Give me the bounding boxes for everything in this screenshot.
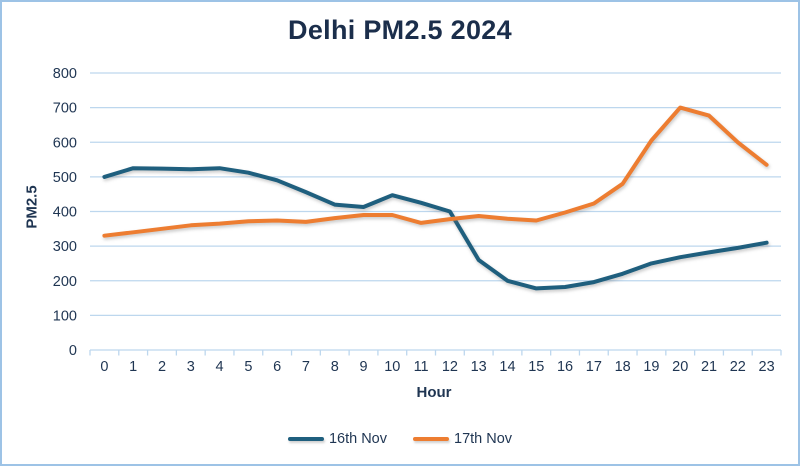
legend: 16th Nov 17th Nov [2, 431, 798, 447]
x-tick-label: 18 [615, 359, 631, 375]
legend-label-17th-nov: 17th Nov [454, 431, 513, 447]
y-tick-label: 600 [53, 135, 77, 151]
legend-item-17th-nov: 17th Nov [413, 431, 512, 447]
x-tick-label: 21 [701, 359, 717, 375]
x-tick-label: 5 [244, 359, 252, 375]
y-axis-title: PM2.5 [23, 185, 41, 229]
x-tick-label: 0 [100, 359, 108, 375]
x-axis-title: Hour [416, 384, 452, 401]
x-tick-label: 8 [331, 359, 339, 375]
x-tick-label: 6 [273, 359, 281, 375]
x-tick-label: 22 [730, 359, 746, 375]
x-tick-label: 4 [216, 359, 224, 375]
x-tick-label: 2 [158, 359, 166, 375]
x-tick-label: 20 [672, 359, 688, 375]
x-tick-label: 23 [759, 359, 775, 375]
legend-label-16th-nov: 16th Nov [328, 431, 387, 447]
x-tick-label: 16 [557, 359, 573, 375]
legend-swatch-17th-nov [413, 436, 449, 442]
y-tick-label: 200 [53, 274, 77, 290]
x-tick-label: 12 [442, 359, 458, 375]
x-tick-label: 14 [499, 359, 515, 375]
x-tick-label: 9 [359, 359, 367, 375]
y-tick-label: 300 [53, 239, 77, 255]
y-tick-label: 0 [69, 343, 77, 359]
x-tick-label: 11 [414, 359, 429, 375]
legend-item-16th-nov: 16th Nov [287, 431, 387, 447]
x-tick-label: 10 [384, 359, 400, 375]
y-tick-label: 500 [53, 170, 77, 186]
x-tick-label: 13 [471, 359, 487, 375]
chart-title: Delhi PM2.5 2024 [288, 15, 512, 45]
x-tick-label: 1 [129, 359, 137, 375]
x-tick-label: 19 [643, 359, 659, 375]
series-line-17th-nov [102, 105, 769, 238]
x-tick-label: 17 [586, 359, 602, 375]
legend-swatch-16th-nov [287, 436, 324, 442]
y-tick-label: 800 [53, 66, 77, 82]
y-tick-label: 700 [53, 101, 77, 117]
series-line-16th-nov [102, 166, 769, 291]
x-tick-label: 3 [187, 359, 195, 375]
x-tick-label: 15 [528, 359, 544, 375]
y-tick-label: 100 [53, 308, 77, 324]
x-tick-label: 7 [302, 359, 310, 375]
y-tick-label: 400 [53, 205, 77, 221]
